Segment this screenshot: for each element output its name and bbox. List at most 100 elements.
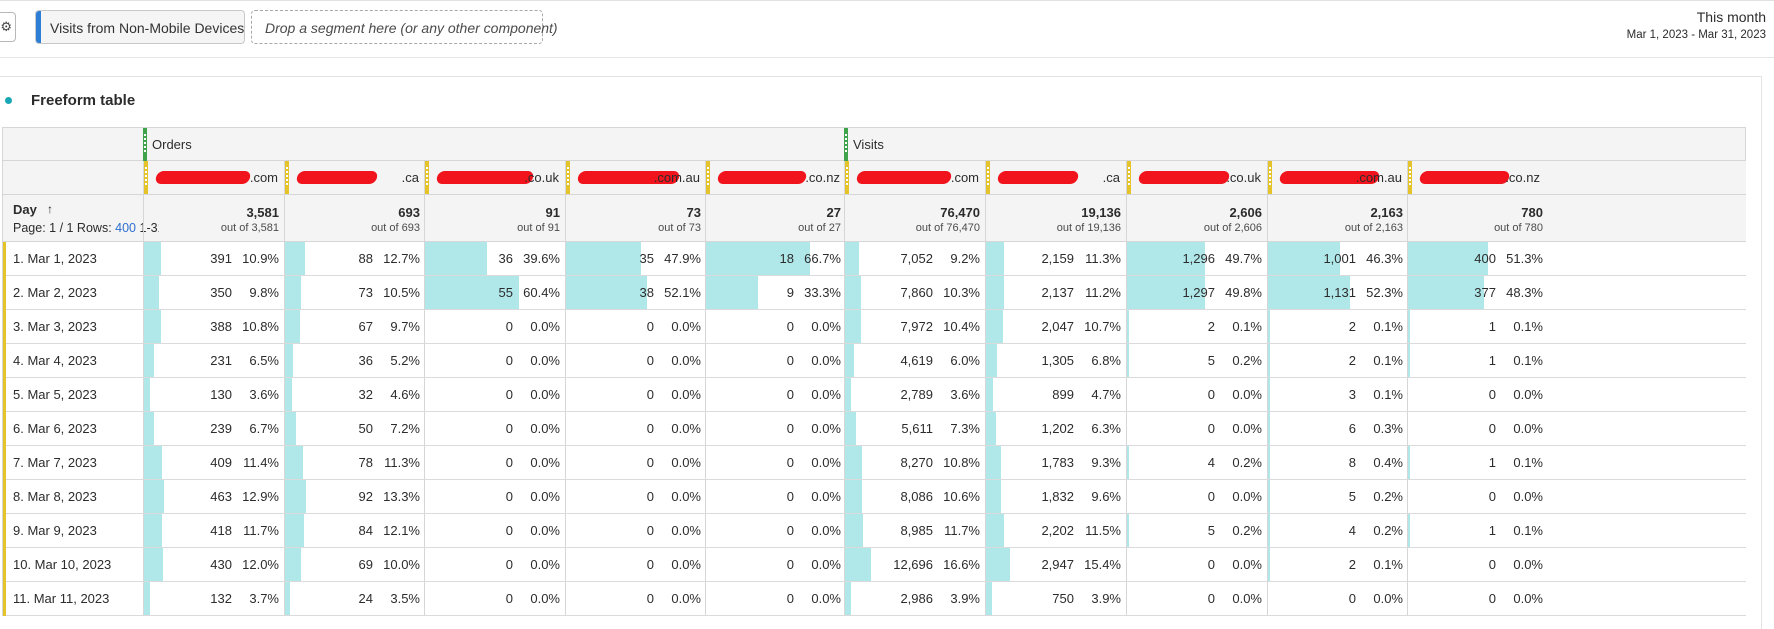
table-cell[interactable]: 4 0.2% (1267, 514, 1408, 547)
table-cell[interactable]: 391 10.9% (143, 242, 284, 275)
table-cell[interactable]: 0 0.0% (424, 480, 565, 513)
table-row[interactable]: 6. Mar 6, 2023 239 6.7% 50 7.2% 0 0.0% 0 0.0% 0 0.… (2, 412, 1746, 446)
table-cell[interactable]: 1 0.1% (1407, 514, 1548, 547)
table-cell[interactable]: 0 0.0% (1126, 412, 1267, 445)
segment-drag-handle[interactable] (285, 161, 289, 194)
table-cell[interactable]: 7,052 9.2% (844, 242, 985, 275)
table-cell[interactable]: 463 12.9% (143, 480, 284, 513)
table-cell[interactable]: 2 0.1% (1267, 310, 1408, 343)
table-cell[interactable]: 2,986 3.9% (844, 582, 985, 615)
table-cell[interactable]: 0 0.0% (565, 480, 706, 513)
dimension-label[interactable]: Day (13, 202, 37, 217)
table-cell[interactable]: 239 6.7% (143, 412, 284, 445)
table-cell[interactable]: 350 9.8% (143, 276, 284, 309)
table-cell[interactable]: 2,789 3.6% (844, 378, 985, 411)
metric-header-visits[interactable]: Visits (844, 128, 1747, 162)
date-range-value[interactable]: Mar 1, 2023 - Mar 31, 2023 (1626, 29, 1766, 41)
table-cell[interactable]: 24 3.5% (284, 582, 425, 615)
table-cell[interactable]: 9 33.3% (705, 276, 846, 309)
table-cell[interactable]: 130 3.6% (143, 378, 284, 411)
table-cell[interactable]: 73 10.5% (284, 276, 425, 309)
row-day-label[interactable]: 3. Mar 3, 2023 (13, 319, 97, 334)
segment-column-header[interactable]: .com.au (565, 161, 706, 194)
table-cell[interactable]: 35 47.9% (565, 242, 706, 275)
table-cell[interactable]: 5,611 7.3% (844, 412, 985, 445)
table-cell[interactable]: 0 0.0% (424, 344, 565, 377)
table-cell[interactable]: 78 11.3% (284, 446, 425, 479)
table-cell[interactable]: 8,270 10.8% (844, 446, 985, 479)
table-cell[interactable]: 84 12.1% (284, 514, 425, 547)
table-cell[interactable]: 1 0.1% (1407, 446, 1548, 479)
segment-column-header[interactable]: .co.nz (705, 161, 846, 194)
segment-column-header[interactable]: .co.uk (424, 161, 565, 194)
table-cell[interactable]: 1,297 49.8% (1126, 276, 1267, 309)
row-day-label[interactable]: 6. Mar 6, 2023 (13, 421, 97, 436)
table-cell[interactable]: 0 0.0% (1126, 378, 1267, 411)
table-cell[interactable]: 0 0.0% (424, 514, 565, 547)
table-cell[interactable]: 5 0.2% (1126, 344, 1267, 377)
table-cell[interactable]: 0 0.0% (565, 582, 706, 615)
row-day-label[interactable]: 1. Mar 1, 2023 (13, 251, 97, 266)
table-cell[interactable]: 0 0.0% (705, 514, 846, 547)
table-cell[interactable]: 0 0.0% (424, 310, 565, 343)
table-cell[interactable]: 1,296 49.7% (1126, 242, 1267, 275)
table-cell[interactable]: 388 10.8% (143, 310, 284, 343)
table-cell[interactable]: 7,972 10.4% (844, 310, 985, 343)
table-cell[interactable]: 409 11.4% (143, 446, 284, 479)
segment-column-header[interactable]: .co.nz (1407, 161, 1546, 194)
table-cell[interactable]: 0 0.0% (424, 582, 565, 615)
segment-drag-handle[interactable] (1127, 161, 1131, 194)
dimension-header[interactable]: Day ↑ Page: 1 / 1 Rows: 400 1-31 (3, 195, 161, 241)
table-cell[interactable]: 5 0.2% (1267, 480, 1408, 513)
table-row[interactable]: 8. Mar 8, 2023 463 12.9% 92 13.3% 0 0.0% 0 0.0% 0… (2, 480, 1746, 514)
table-cell[interactable]: 2,202 11.5% (985, 514, 1126, 547)
table-cell[interactable]: 0 0.0% (1126, 548, 1267, 581)
row-day-label[interactable]: 7. Mar 7, 2023 (13, 455, 97, 470)
table-cell[interactable]: 0 0.0% (565, 378, 706, 411)
row-day-label[interactable]: 5. Mar 5, 2023 (13, 387, 97, 402)
table-row[interactable]: 11. Mar 11, 2023 132 3.7% 24 3.5% 0 0.0% 0 0.0% 0… (2, 582, 1746, 616)
table-row[interactable]: 2. Mar 2, 2023 350 9.8% 73 10.5% 55 60.4% 38 52.… (2, 276, 1746, 310)
table-cell[interactable]: 3 0.1% (1267, 378, 1408, 411)
table-cell[interactable]: 1,305 6.8% (985, 344, 1126, 377)
rows-per-page-select[interactable]: 400 (115, 221, 137, 235)
table-cell[interactable]: 0 0.0% (1126, 582, 1267, 615)
table-row[interactable]: 1. Mar 1, 2023 391 10.9% 88 12.7% 36 39.6% 35 47… (2, 242, 1746, 276)
segment-drag-handle[interactable] (566, 161, 570, 194)
metric-header-orders[interactable]: Orders (143, 128, 844, 162)
date-range-title[interactable]: This month (1696, 9, 1766, 25)
table-cell[interactable]: 0 0.0% (565, 514, 706, 547)
segment-column-header[interactable]: .com.au (1267, 161, 1408, 194)
table-cell[interactable]: 377 48.3% (1407, 276, 1548, 309)
table-cell[interactable]: 32 4.6% (284, 378, 425, 411)
table-cell[interactable]: 0 0.0% (705, 310, 846, 343)
table-cell[interactable]: 1 0.1% (1407, 310, 1548, 343)
table-cell[interactable]: 38 52.1% (565, 276, 706, 309)
table-cell[interactable]: 0 0.0% (424, 412, 565, 445)
table-cell[interactable]: 899 4.7% (985, 378, 1126, 411)
metric-drag-handle[interactable] (143, 128, 147, 161)
segment-column-header[interactable]: .ca (284, 161, 425, 194)
row-day-label[interactable]: 8. Mar 8, 2023 (13, 489, 97, 504)
segment-drag-handle[interactable] (1268, 161, 1272, 194)
segment-toggle-icon[interactable]: ⚙ (0, 12, 16, 42)
table-cell[interactable]: 0 0.0% (1267, 582, 1408, 615)
table-row[interactable]: 7. Mar 7, 2023 409 11.4% 78 11.3% 0 0.0% 0 0.0% 0… (2, 446, 1746, 480)
table-cell[interactable]: 50 7.2% (284, 412, 425, 445)
table-cell[interactable]: 4,619 6.0% (844, 344, 985, 377)
segment-column-header[interactable]: .ca (985, 161, 1126, 194)
table-cell[interactable]: 36 39.6% (424, 242, 565, 275)
segment-column-header[interactable]: .com (143, 161, 284, 194)
table-cell[interactable]: 1 0.1% (1407, 344, 1548, 377)
segment-column-header[interactable]: .com (844, 161, 985, 194)
table-cell[interactable]: 5 0.2% (1126, 514, 1267, 547)
segment-column-header[interactable]: .co.uk (1126, 161, 1267, 194)
segment-drag-handle[interactable] (425, 161, 429, 194)
table-cell[interactable]: 6 0.3% (1267, 412, 1408, 445)
table-cell[interactable]: 0 0.0% (705, 344, 846, 377)
table-cell[interactable]: 0 0.0% (1407, 412, 1548, 445)
table-cell[interactable]: 0 0.0% (565, 412, 706, 445)
table-cell[interactable]: 132 3.7% (143, 582, 284, 615)
row-day-label[interactable]: 11. Mar 11, 2023 (13, 591, 110, 606)
metric-drag-handle[interactable] (844, 128, 848, 161)
